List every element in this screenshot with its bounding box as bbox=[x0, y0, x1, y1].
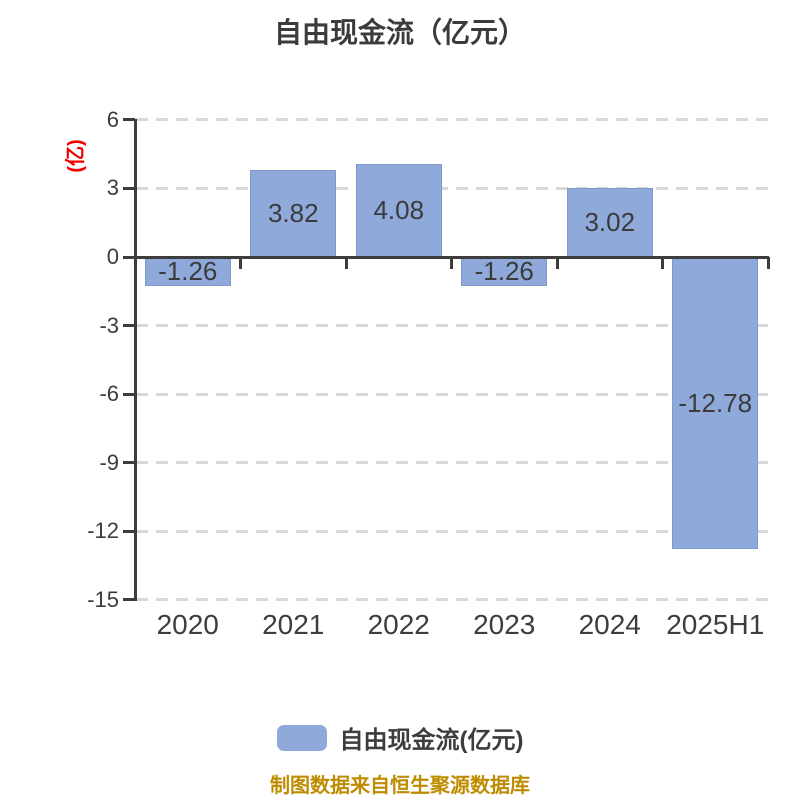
y-tick-6 bbox=[123, 118, 135, 122]
bar-value-label-2023: -1.26 bbox=[474, 255, 534, 286]
y-tick--9 bbox=[123, 461, 135, 465]
x-tick-2 bbox=[344, 257, 348, 269]
gridline-6 bbox=[136, 118, 774, 122]
bar-value-label-2024: 3.02 bbox=[584, 206, 636, 237]
y-tick-3 bbox=[123, 186, 135, 190]
legend: 自由现金流(亿元) bbox=[0, 720, 800, 755]
x-category-label-2022: 2022 bbox=[367, 609, 430, 640]
y-tick--15 bbox=[123, 598, 135, 602]
x-tick-1 bbox=[239, 257, 242, 269]
gridline--12 bbox=[136, 529, 774, 533]
y-tick-label--9: -9 bbox=[99, 449, 119, 475]
bar-2020: -1.26 bbox=[144, 255, 231, 286]
data-source-note: 制图数据来自恒生聚源数据库 bbox=[270, 775, 530, 797]
x-category-label-2023: 2023 bbox=[473, 609, 536, 640]
bar-value-label-2022: 4.08 bbox=[373, 194, 425, 225]
bar-2024: 3.02 bbox=[566, 187, 653, 257]
y-tick-label--6: -6 bbox=[99, 381, 119, 407]
legend-swatch bbox=[276, 724, 327, 751]
bar-2023: -1.26 bbox=[461, 255, 548, 286]
y-tick-label--15: -15 bbox=[87, 586, 119, 612]
bar-2021: 3.82 bbox=[250, 169, 337, 257]
y-tick-0 bbox=[123, 255, 135, 259]
x-category-label-2020: 2020 bbox=[156, 609, 219, 640]
x-tick-5 bbox=[661, 257, 664, 269]
y-tick-label-0: 0 bbox=[106, 244, 119, 269]
x-category-label-2024: 2024 bbox=[578, 609, 641, 640]
y-axis-line bbox=[133, 118, 137, 601]
y-tick--12 bbox=[123, 529, 135, 533]
bar-value-label-2020: -1.26 bbox=[158, 255, 218, 286]
bar-2022: 4.08 bbox=[355, 163, 442, 257]
x-category-label-2025H1: 2025H1 bbox=[666, 609, 765, 640]
gridline--3 bbox=[136, 324, 774, 328]
bar-value-label-2025H1: -12.78 bbox=[678, 387, 753, 418]
y-tick--6 bbox=[123, 392, 135, 396]
y-tick-label-3: 3 bbox=[106, 175, 119, 201]
y-tick--3 bbox=[123, 324, 135, 328]
x-tick-6 bbox=[766, 257, 770, 269]
bar-value-label-2021: 3.82 bbox=[267, 197, 319, 228]
legend-label: 自由现金流(亿元) bbox=[339, 727, 524, 754]
y-tick-label-6: 6 bbox=[106, 106, 119, 132]
y-tick-label--3: -3 bbox=[99, 312, 119, 338]
gridline--6 bbox=[136, 392, 774, 396]
y-tick-label--12: -12 bbox=[87, 518, 119, 544]
chart-title: 自由现金流（亿元） bbox=[273, 17, 526, 48]
gridline-3 bbox=[136, 186, 774, 190]
x-category-label-2021: 2021 bbox=[262, 609, 325, 640]
x-tick-0 bbox=[133, 257, 137, 269]
gridline--9 bbox=[136, 461, 774, 465]
x-tick-4 bbox=[555, 257, 559, 269]
bar-2025H1: -12.78 bbox=[672, 257, 759, 550]
x-tick-3 bbox=[450, 257, 453, 269]
gridline--15 bbox=[136, 598, 774, 602]
